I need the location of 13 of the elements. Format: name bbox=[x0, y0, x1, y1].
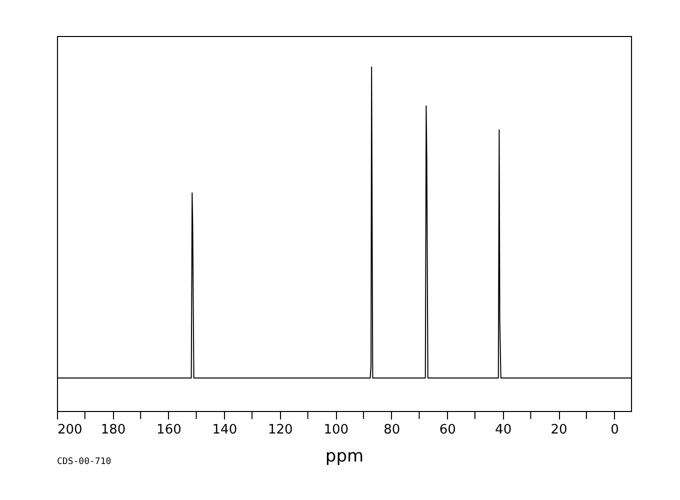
x-tick-label: 60 bbox=[439, 422, 456, 438]
x-tick-label: 40 bbox=[495, 422, 512, 438]
text: CDS-00-710 bbox=[57, 457, 112, 467]
x-tick-label: 120 bbox=[268, 422, 293, 438]
x-tick-label: 20 bbox=[550, 422, 568, 438]
x-tick-label: 160 bbox=[156, 422, 182, 438]
x-tick-label: 200 bbox=[58, 422, 82, 438]
x-tick-label: 0 bbox=[610, 422, 619, 438]
x-tick-label: 80 bbox=[384, 422, 400, 438]
x-tick-label: 140 bbox=[212, 422, 238, 438]
x-axis-title: ppm bbox=[325, 446, 364, 466]
x-tick-label: 180 bbox=[100, 422, 126, 438]
x-tick-label: 100 bbox=[324, 422, 349, 438]
